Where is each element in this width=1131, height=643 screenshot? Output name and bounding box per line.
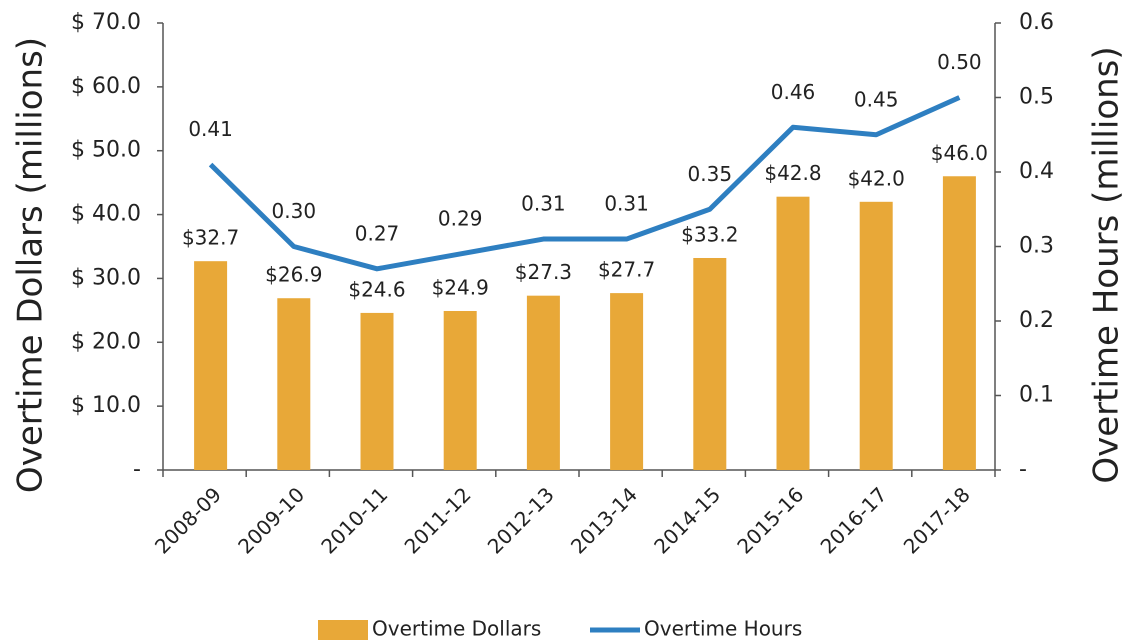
line-value-label: 0.45	[854, 87, 899, 111]
bar	[942, 176, 976, 470]
bar-value-label: $27.7	[598, 258, 655, 282]
y2-tick-label: -	[1019, 457, 1027, 482]
line-value-label: 0.41	[188, 117, 233, 141]
line-value-label: 0.31	[521, 192, 566, 216]
line-value-label: 0.30	[272, 199, 317, 223]
legend-label: Overtime Hours	[644, 617, 802, 641]
line-value-label: 0.27	[355, 221, 400, 245]
line	[208, 95, 961, 272]
y-tick-label: $ 70.0	[71, 10, 141, 35]
x-tick-label: 2008-09	[150, 482, 226, 558]
bar	[443, 310, 477, 470]
bar-value-label: $46.0	[931, 141, 988, 165]
x-tick-label: 2012-13	[483, 482, 559, 558]
bar	[194, 261, 228, 470]
bar-value-label: $33.2	[681, 222, 738, 246]
y2-axis-label: Overtime Hours (millions)	[1087, 46, 1127, 483]
x-tick-label: 2014-15	[649, 482, 725, 558]
bar	[693, 257, 727, 470]
y-tick-label: $ 40.0	[71, 202, 141, 227]
x-tick-label: 2017-18	[899, 482, 975, 558]
x-tick-label: 2011-12	[400, 482, 476, 558]
y-tick-label: $ 10.0	[71, 393, 141, 418]
bar-value-label: $27.3	[515, 260, 572, 284]
bar	[776, 196, 810, 471]
bar-value-label: $42.8	[764, 161, 821, 185]
x-tick-label: 2013-14	[566, 482, 642, 558]
y2-tick-label: 0.3	[1019, 234, 1054, 259]
y2-tick-label: 0.1	[1019, 383, 1054, 408]
y2-tick-label: 0.6	[1019, 10, 1054, 35]
bar	[360, 312, 394, 470]
x-tick-label: 2016-17	[816, 482, 892, 558]
line-value-label: 0.31	[604, 192, 649, 216]
y-tick-label: $ 20.0	[71, 329, 141, 354]
legend-label: Overtime Dollars	[372, 617, 541, 641]
line-value-label: 0.50	[937, 50, 982, 74]
y-axis-label: Overtime Dollars (millions)	[11, 37, 51, 493]
bar-value-label: $24.9	[432, 275, 489, 299]
bar-value-label: $26.9	[265, 263, 322, 287]
bar	[277, 298, 311, 470]
y-tick-label: $ 30.0	[71, 265, 141, 290]
x-tick-label: 2015-16	[732, 482, 808, 558]
y-tick-label: $ 60.0	[71, 74, 141, 99]
y2-tick-label: 0.4	[1019, 159, 1054, 184]
y-tick-label: -	[133, 457, 141, 482]
line-value-label: 0.46	[771, 80, 816, 104]
bar-value-label: $32.7	[182, 226, 239, 250]
x-tick-label: 2010-11	[316, 482, 392, 558]
x-tick-label: 2009-10	[233, 482, 309, 558]
bar-value-label: $24.6	[348, 277, 405, 301]
y-tick-label: $ 50.0	[71, 138, 141, 163]
line-value-label: 0.29	[438, 206, 483, 230]
line-value-label: 0.35	[688, 162, 733, 186]
legend-swatch	[318, 620, 368, 640]
y2-tick-label: 0.5	[1019, 85, 1054, 110]
y2-tick-label: 0.2	[1019, 308, 1054, 333]
bar-value-label: $42.0	[848, 166, 905, 190]
bar	[859, 201, 893, 471]
bar	[610, 293, 644, 470]
bar	[526, 295, 560, 470]
